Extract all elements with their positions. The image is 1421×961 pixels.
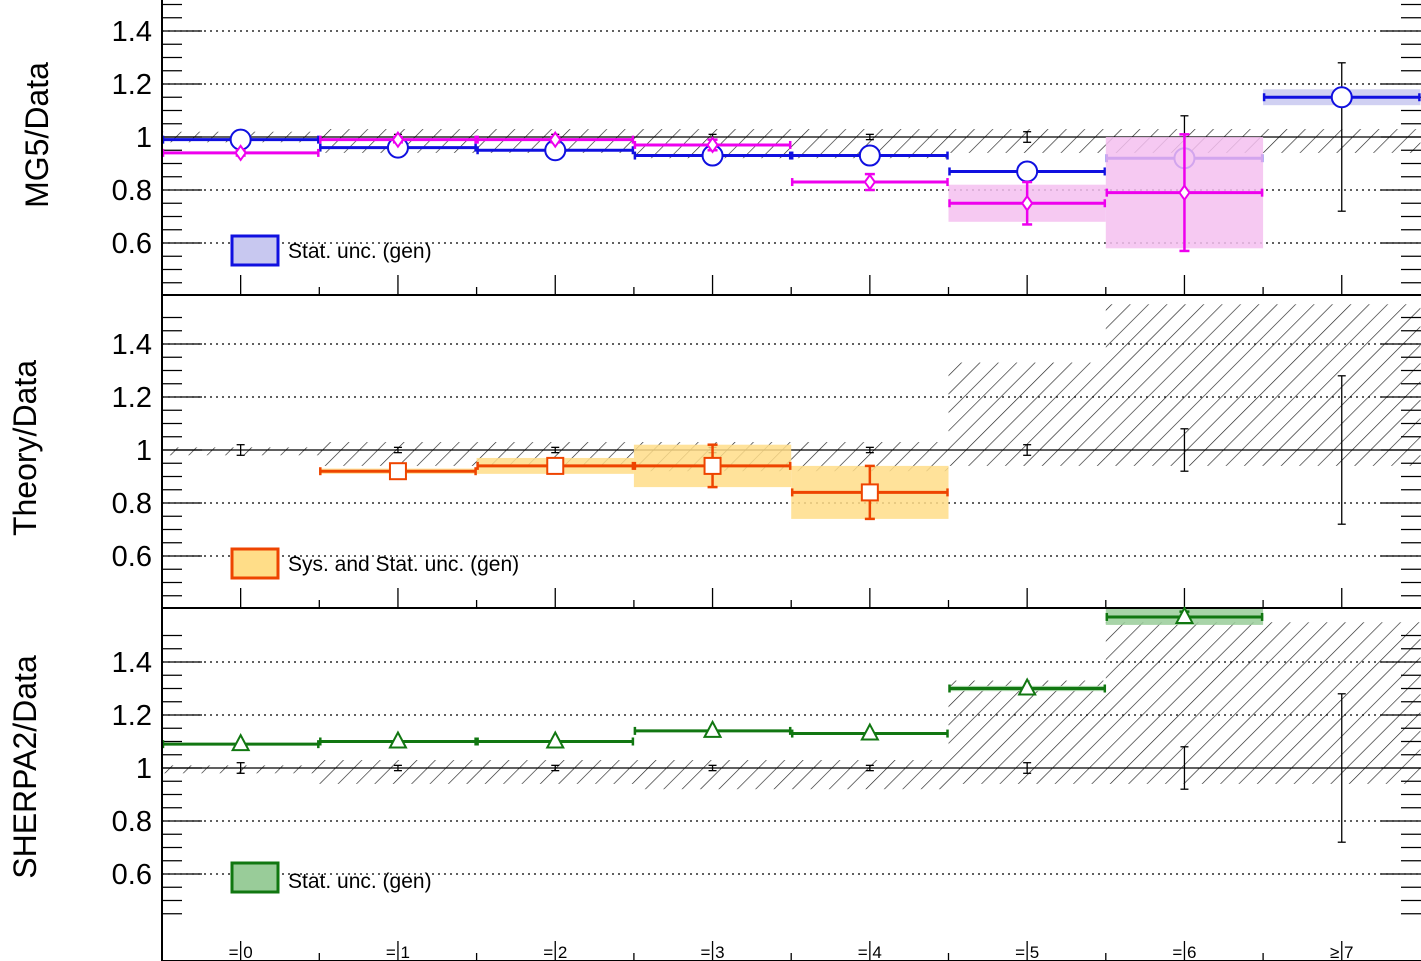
diamond-marker	[1178, 183, 1191, 202]
x-category-label: = 3	[700, 943, 724, 961]
circle-marker	[858, 144, 881, 167]
theory-ratio-panel: 0.6 0.8 1 1.2 1.4 Theory/Data Sys. and Stat.…	[7, 295, 1421, 609]
diamond-marker	[234, 144, 247, 162]
triangle-marker	[1017, 677, 1037, 696]
diamond-marker	[706, 136, 719, 154]
x-category-label: = 5	[1015, 943, 1039, 961]
circle-marker	[1330, 86, 1353, 109]
x-category-label: = 6	[1172, 943, 1196, 961]
triangle-marker	[860, 722, 880, 741]
y-tick-label: 0.6	[112, 228, 152, 260]
x-category-label: = 0	[229, 943, 253, 961]
triangle-marker	[230, 733, 251, 752]
theory-legend-swatch	[230, 547, 280, 580]
y-tick-label: 1.4	[112, 329, 152, 361]
mg5-ylabel: MG5/Data	[19, 62, 55, 208]
theory-uncertainty-hatch	[633, 760, 792, 790]
sherpa2-legend-swatch	[230, 861, 280, 894]
sherpa2-legend-label: Stat. unc. (gen)	[288, 870, 432, 893]
diamond-marker	[863, 173, 877, 191]
x-category-labels: = 0 = 1 = 2 = 3 = 4 = 5 = 6 ≥ 7	[229, 943, 1354, 961]
y-tick-label: 0.8	[112, 806, 152, 838]
y-tick-label: 1	[136, 435, 152, 467]
y-tick-label: 0.8	[112, 175, 152, 207]
diamond-marker	[549, 130, 562, 149]
y-tick-label: 1	[136, 753, 152, 785]
theory-uncertainty-hatch	[791, 760, 949, 790]
diamond-marker	[391, 130, 405, 149]
triangle-marker	[388, 730, 408, 749]
y-tick-label: 1.4	[112, 647, 152, 679]
theory-legend-label: Sys. and Stat. unc. (gen)	[288, 553, 519, 576]
y-tick-label: 1.2	[112, 69, 152, 101]
triangle-marker	[545, 730, 565, 749]
y-tick-label: 0.8	[112, 488, 152, 520]
diamond-marker	[1020, 194, 1034, 212]
mg5-ratio-panel: 0.6 0.8 1 1.2 1.4 MG5/Data Stat. unc. (gen)	[19, 0, 1421, 296]
y-tick-label: 0.6	[112, 859, 152, 891]
square-marker	[703, 456, 722, 475]
theory-uncertainty-hatch	[319, 760, 477, 784]
circle-marker	[1016, 160, 1039, 183]
square-marker	[388, 462, 407, 481]
y-tick-label: 1.2	[112, 700, 152, 732]
mg5-legend-label: Stat. unc. (gen)	[288, 240, 432, 263]
mg5-legend-swatch	[230, 234, 280, 267]
triangle-marker	[1174, 605, 1195, 624]
y-tick-label: 0.6	[112, 541, 152, 573]
theory-uncertainty-hatch	[319, 442, 477, 466]
x-category-label: = 1	[386, 943, 410, 961]
theory-ylabel: Theory/Data	[7, 360, 43, 536]
x-category-label: = 2	[543, 943, 567, 961]
sherpa2-ylabel: SHERPA2/Data	[7, 655, 43, 879]
square-marker	[546, 456, 565, 475]
triangle-marker	[702, 719, 723, 738]
theory-uncertainty-hatch	[476, 760, 634, 784]
y-tick-label: 1	[136, 122, 152, 154]
y-tick-label: 1.4	[112, 16, 152, 48]
sherpa2-ratio-panel: 0.6 0.8 1 1.2 1.4 SHERPA2/Data Stat. unc. (g…	[7, 605, 1421, 961]
x-category-label: ≥ 7	[1330, 943, 1354, 961]
square-marker	[860, 483, 879, 502]
y-tick-label: 1.2	[112, 382, 152, 414]
x-category-label: = 4	[858, 943, 882, 961]
